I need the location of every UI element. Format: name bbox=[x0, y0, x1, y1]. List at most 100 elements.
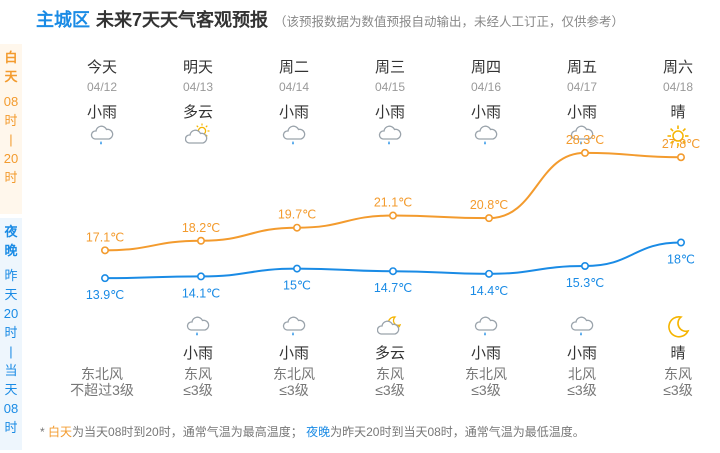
day-temp-label: 27.8℃ bbox=[662, 137, 700, 151]
night-range-char: 天 bbox=[4, 287, 18, 302]
day-temp-point bbox=[197, 236, 206, 245]
day-temp-label: 18.2℃ bbox=[182, 221, 220, 235]
daytime-side-label: 白天 08 时 | 20 时 bbox=[0, 44, 22, 214]
day-range-char: 08 bbox=[3, 94, 19, 109]
day-temp-label: 17.1℃ bbox=[86, 230, 124, 244]
cloud-rain-icon bbox=[281, 314, 307, 340]
night-temp-point bbox=[292, 264, 301, 273]
night-range-char: 昨 bbox=[4, 268, 18, 283]
night-weather-text: 小雨 bbox=[182, 345, 213, 362]
wind-direction: 东风 bbox=[664, 366, 692, 382]
night-range-char: 时 bbox=[4, 325, 18, 340]
day-temp-label: 21.1℃ bbox=[374, 196, 412, 210]
day-weather-text: 小雨 bbox=[470, 104, 501, 121]
night-temp-label: 15.3℃ bbox=[566, 276, 604, 290]
forecast-date: 04/13 bbox=[182, 80, 214, 94]
night-temp-point bbox=[580, 261, 589, 270]
wind-direction: 北风 bbox=[568, 366, 596, 382]
footnote: * 白天为当天08时到20时，通常气温为最高温度； 夜晚为昨天20时到当天08时… bbox=[40, 423, 585, 440]
partly-cloudy-icon bbox=[184, 123, 211, 149]
night-temp-label: 18℃ bbox=[667, 253, 695, 267]
day-temp-point bbox=[101, 246, 110, 255]
day-temp-point bbox=[292, 223, 301, 232]
cloud-rain-icon bbox=[281, 123, 307, 149]
day-range-char: | bbox=[9, 132, 13, 147]
wind-level: ≤3级 bbox=[183, 382, 213, 398]
wind-level: ≤3级 bbox=[375, 382, 405, 398]
day-temp-point bbox=[676, 153, 685, 162]
day-name[interactable]: 明天 bbox=[182, 59, 213, 76]
wind-info: 东风 ≤3级 bbox=[633, 366, 720, 398]
wind-info: 东北风 不超过3级 bbox=[57, 366, 147, 398]
region-name[interactable]: 主城区 bbox=[36, 10, 90, 30]
night-weather-icon bbox=[633, 314, 720, 340]
day-weather-icon bbox=[441, 123, 531, 149]
forecast-date: 04/16 bbox=[470, 80, 502, 94]
night-temp-point bbox=[388, 267, 397, 276]
disclaimer-note: （该预报数据为数值预报自动输出，未经人工订正，仅供参考） bbox=[274, 15, 625, 29]
wind-direction: 东风 bbox=[376, 366, 404, 382]
forecast-date: 04/14 bbox=[278, 80, 310, 94]
night-range-char: | bbox=[9, 344, 13, 359]
cloud-rain-icon bbox=[569, 314, 595, 340]
night-range-char: 时 bbox=[4, 420, 18, 435]
day-weather-icon bbox=[537, 123, 627, 149]
footnote-day-text: 为当天08时到20时，通常气温为最高温度； bbox=[72, 425, 303, 439]
wind-level: 不超过3级 bbox=[70, 382, 134, 398]
day-temp-point bbox=[484, 214, 493, 223]
day-name[interactable]: 今天 bbox=[86, 59, 117, 76]
night-temp-point bbox=[484, 269, 493, 278]
wind-direction: 东风 bbox=[184, 366, 212, 382]
forecast-header: 主城区 未来7天天气客观预报 （该预报数据为数值预报自动输出，未经人工订正，仅供… bbox=[36, 6, 624, 30]
day-weather-text: 晴 bbox=[670, 104, 686, 121]
forecast-date: 04/12 bbox=[86, 80, 118, 94]
night-weather-text: 小雨 bbox=[470, 345, 501, 362]
day-name[interactable]: 周三 bbox=[374, 59, 405, 76]
day-name[interactable]: 周五 bbox=[566, 59, 597, 76]
sun-icon bbox=[665, 123, 691, 149]
night-label-char: 晚 bbox=[4, 243, 18, 258]
night-weather-icon bbox=[441, 314, 531, 340]
night-temp-point bbox=[197, 272, 206, 281]
day-name[interactable]: 周四 bbox=[470, 59, 501, 76]
day-name[interactable]: 周二 bbox=[278, 59, 309, 76]
wind-level: ≤3级 bbox=[279, 382, 309, 398]
night-temp-label: 14.4℃ bbox=[470, 284, 508, 298]
night-side-label: 夜晚昨天 20 时 | 当天 08 时 bbox=[0, 218, 22, 450]
footnote-day-word: 白天 bbox=[48, 425, 73, 439]
cloud-rain-icon bbox=[89, 123, 115, 149]
night-label-char: 夜 bbox=[4, 224, 18, 239]
night-temp-label: 14.7℃ bbox=[374, 281, 412, 295]
forecast-date: 04/15 bbox=[374, 80, 406, 94]
moon-icon bbox=[665, 314, 691, 340]
day-range-char: 时 bbox=[4, 113, 18, 128]
wind-info: 东风 ≤3级 bbox=[153, 366, 243, 398]
day-weather-text: 小雨 bbox=[566, 104, 597, 121]
day-weather-text: 小雨 bbox=[374, 104, 405, 121]
night-weather-text: 小雨 bbox=[566, 345, 597, 362]
day-weather-icon bbox=[249, 123, 339, 149]
footnote-night-word: 夜晚 bbox=[306, 425, 331, 439]
wind-info: 北风 ≤3级 bbox=[537, 366, 627, 398]
night-range-char: 天 bbox=[4, 382, 18, 397]
wind-level: ≤3级 bbox=[471, 382, 501, 398]
page-title: 未来7天天气客观预报 bbox=[96, 10, 269, 30]
night-weather-icon bbox=[249, 314, 339, 340]
forecast-date: 04/17 bbox=[566, 80, 598, 94]
day-weather-text: 多云 bbox=[182, 104, 213, 121]
night-weather-text: 晴 bbox=[670, 345, 686, 362]
day-weather-text: 小雨 bbox=[278, 104, 309, 121]
cloud-rain-icon bbox=[377, 123, 403, 149]
night-weather-icon bbox=[345, 314, 435, 340]
night-range-char: 当 bbox=[4, 363, 18, 378]
wind-info: 东北风 ≤3级 bbox=[441, 366, 531, 398]
day-name[interactable]: 周六 bbox=[662, 59, 693, 76]
night-weather-icon bbox=[537, 314, 627, 340]
day-temp-label: 20.8℃ bbox=[470, 198, 508, 212]
day-temp-label: 28.3℃ bbox=[566, 133, 604, 147]
day-label-char: 白 bbox=[4, 50, 18, 65]
night-range-char: 20 bbox=[3, 306, 19, 321]
day-weather-icon bbox=[633, 123, 720, 149]
day-temp-point bbox=[580, 148, 589, 157]
